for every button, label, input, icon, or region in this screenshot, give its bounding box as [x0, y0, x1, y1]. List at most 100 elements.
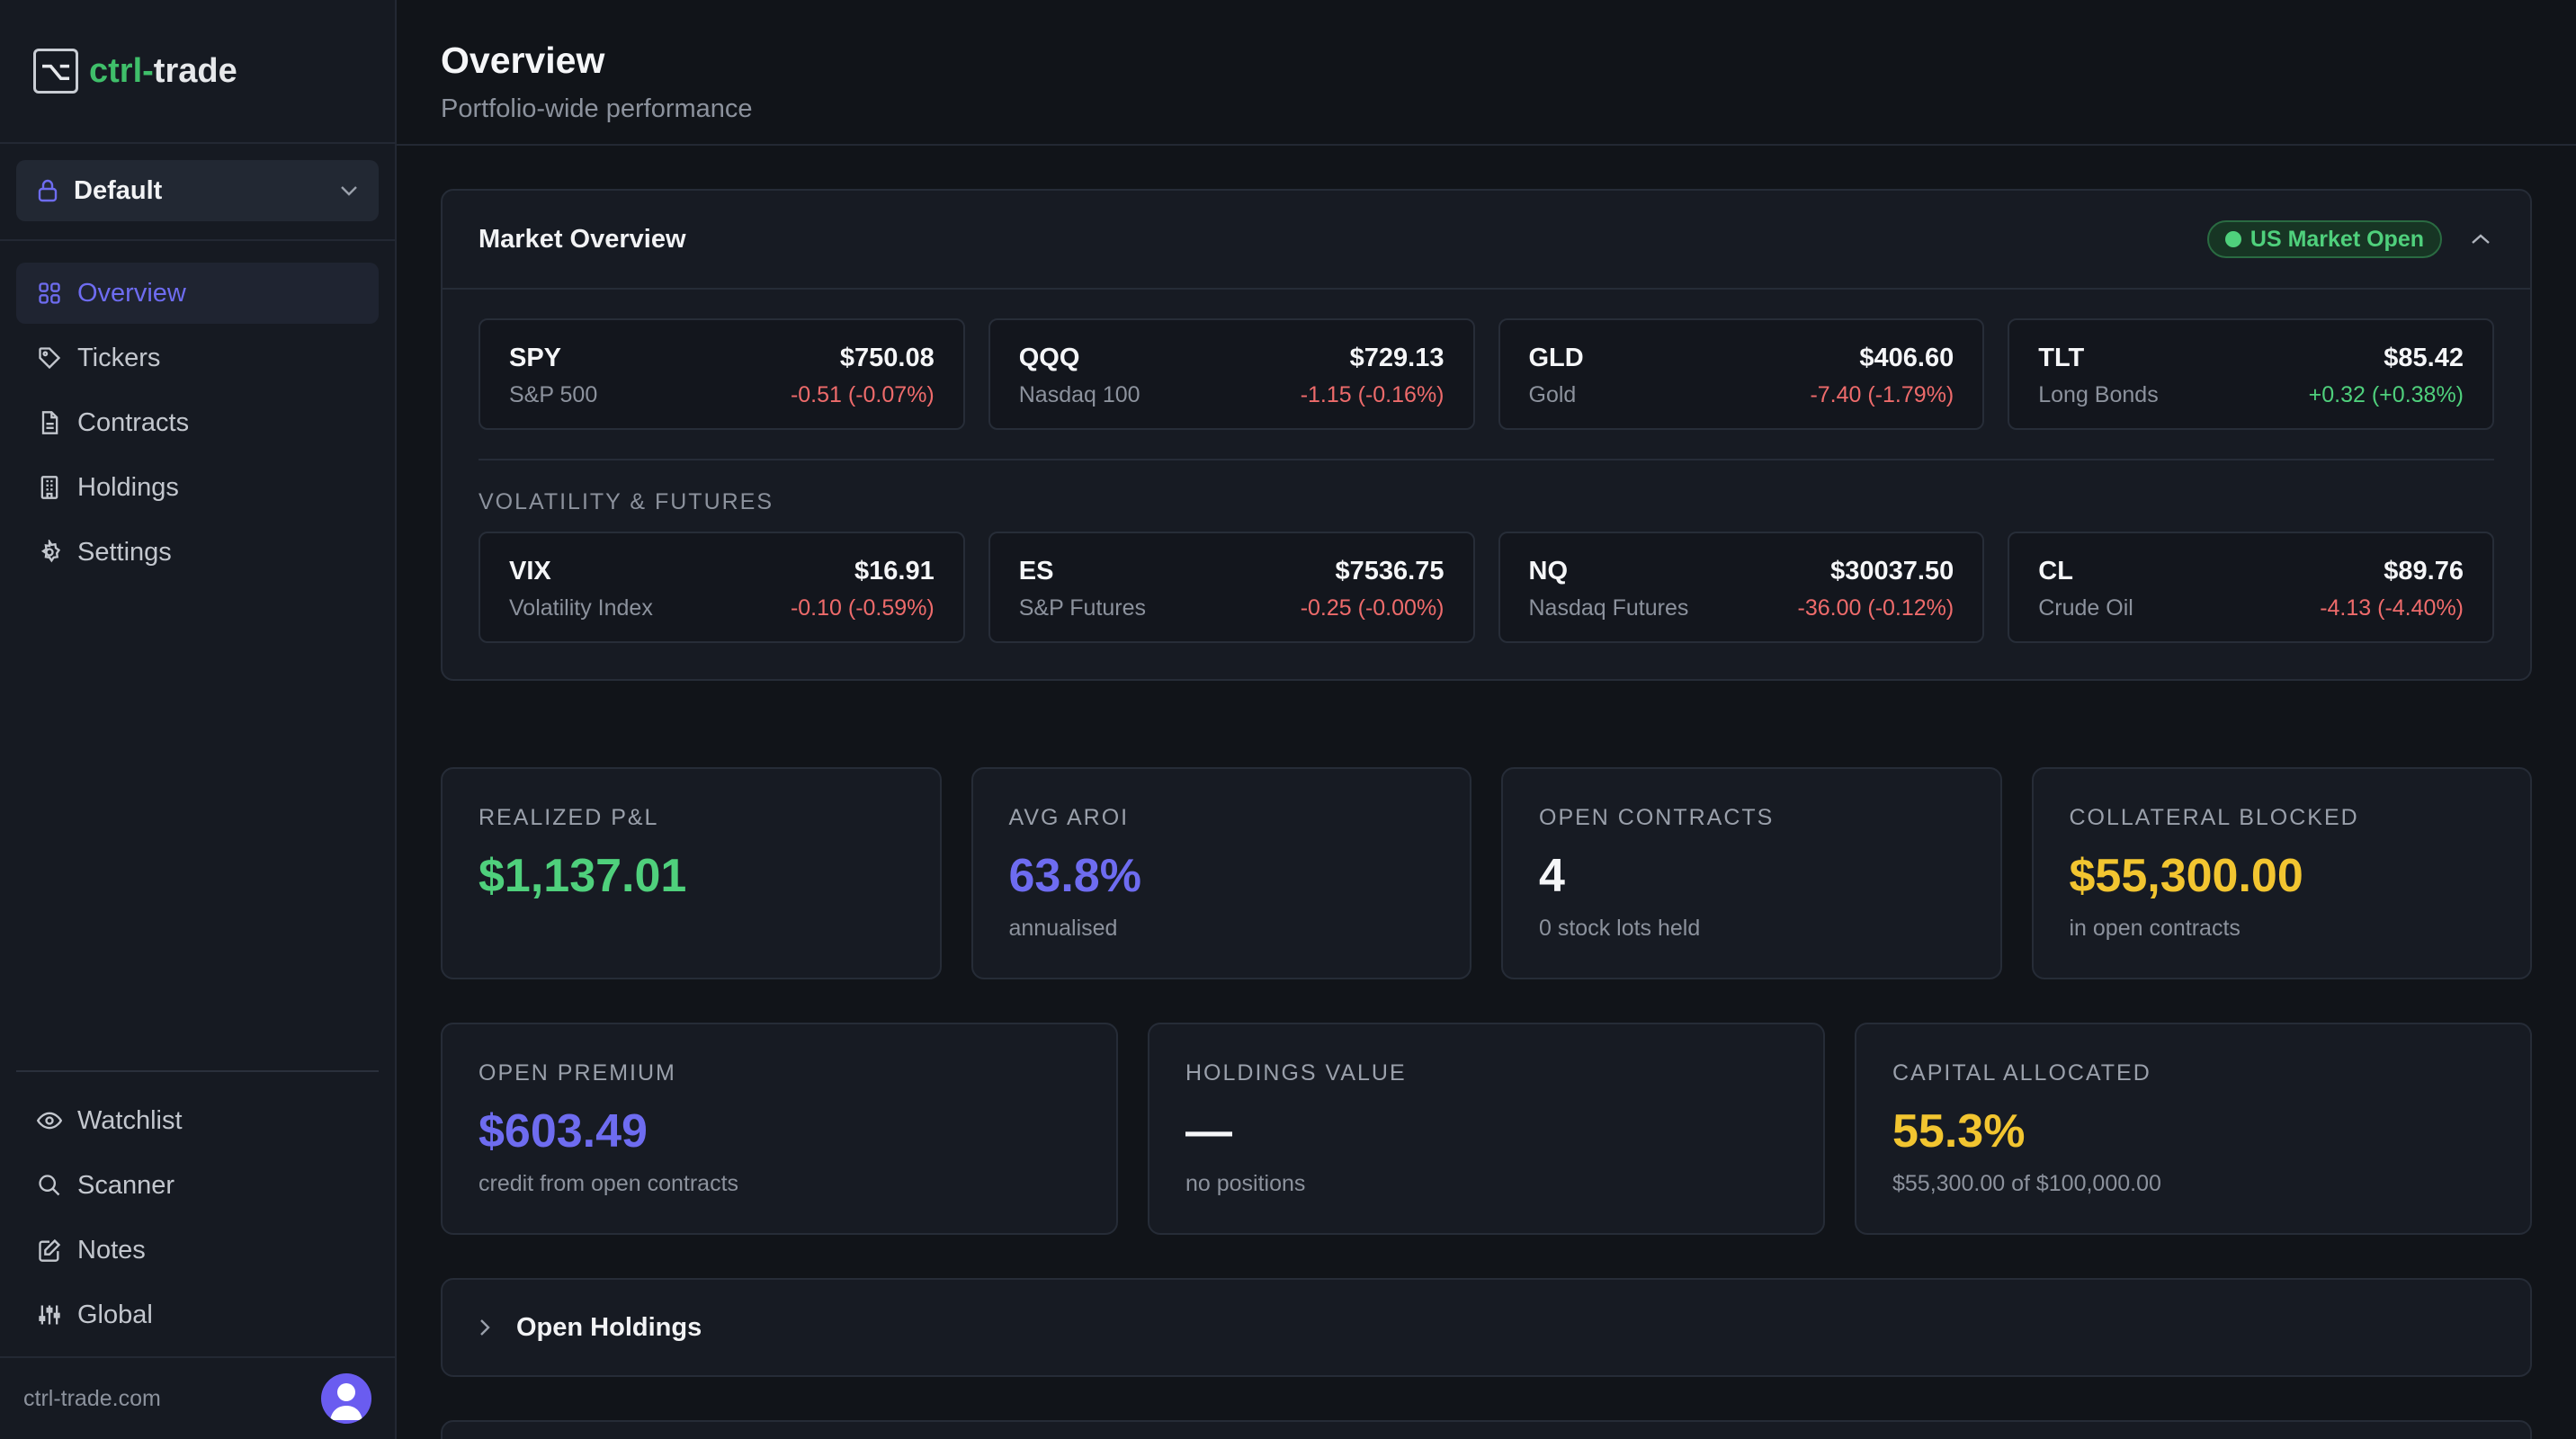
ticker-card-qqq[interactable]: QQQ Nasdaq 100 $729.13 -1.15 (-0.16%) — [988, 318, 1475, 430]
nav-label: Overview — [77, 278, 186, 308]
nav-item-notes[interactable]: Notes — [16, 1220, 379, 1281]
ticker-name: S&P Futures — [1018, 595, 1147, 621]
ticker-card-spy[interactable]: SPY S&P 500 $750.08 -0.51 (-0.07%) — [479, 318, 965, 430]
futures-grid: VIX Volatility Index $16.91 -0.10 (-0.59%)… — [479, 532, 2494, 643]
grid-icon — [36, 280, 63, 307]
ticker-symbol: SPY — [509, 344, 562, 372]
ticker-price: $406.60 — [1859, 344, 1954, 372]
stat-sub: 0 stock lots held — [1539, 916, 1701, 941]
lock-icon — [36, 179, 59, 202]
ticker-symbol: CL — [2038, 557, 2073, 585]
market-overview-header[interactable]: Market Overview US Market Open — [443, 191, 2530, 290]
stat-value: $1,137.01 — [479, 850, 687, 902]
nav-item-settings[interactable]: Settings — [16, 522, 379, 583]
indices-grid: SPY S&P 500 $750.08 -0.51 (-0.07%) QQQ Nasd… — [479, 318, 2494, 430]
ticker-price: $7536.75 — [1335, 557, 1445, 585]
market-overview-panel: Market Overview US Market Open SPY S&P 50… — [441, 189, 2532, 681]
ticker-symbol: VIX — [509, 557, 551, 585]
ticker-card-vix[interactable]: VIX Volatility Index $16.91 -0.10 (-0.59%) — [479, 532, 965, 643]
nav-item-overview[interactable]: Overview — [16, 263, 379, 324]
nav-item-watchlist[interactable]: Watchlist — [16, 1090, 379, 1151]
stat-value: $603.49 — [479, 1105, 648, 1157]
eye-icon — [36, 1107, 63, 1134]
ticker-symbol: GLD — [1528, 344, 1584, 372]
status-dot-icon — [2224, 231, 2241, 247]
ticker-name: Nasdaq 100 — [1018, 382, 1140, 407]
page-subtitle: Portfolio-wide performance — [441, 94, 753, 123]
profile-selector[interactable]: Default — [16, 160, 379, 221]
market-status-badge: US Market Open — [2206, 220, 2442, 258]
brand-name-part1: ctrl — [89, 51, 143, 90]
next-panel — [441, 1420, 2532, 1439]
stat-card-holdings-value: HOLDINGS VALUE — no positions — [1148, 1023, 1825, 1235]
ticker-change: -4.13 (-4.40%) — [2320, 595, 2464, 621]
ticker-change: -1.15 (-0.16%) — [1300, 382, 1445, 407]
nav-item-scanner[interactable]: Scanner — [16, 1155, 379, 1216]
nav-item-tickers[interactable]: Tickers — [16, 327, 379, 389]
nav-item-holdings[interactable]: Holdings — [16, 457, 379, 518]
ticker-name: Crude Oil — [2038, 595, 2133, 621]
nav-label: Notes — [77, 1235, 146, 1265]
secondary-nav-wrap: Watchlist Scanner Notes Global — [0, 1070, 395, 1356]
stat-sub: $55,300.00 of $100,000.00 — [1892, 1171, 2161, 1196]
brand[interactable]: ⌥ ctrl-trade — [0, 0, 395, 144]
ticker-price: $89.76 — [2384, 557, 2464, 585]
stat-sub: credit from open contracts — [479, 1171, 739, 1196]
edit-icon — [36, 1237, 63, 1264]
building-icon — [36, 474, 63, 501]
chevron-right-icon — [479, 1318, 500, 1337]
profile-name: Default — [74, 175, 163, 205]
ticker-symbol: QQQ — [1018, 344, 1080, 372]
nav-label: Watchlist — [77, 1105, 183, 1135]
nav-item-global[interactable]: Global — [16, 1284, 379, 1345]
ticker-price: $30037.50 — [1830, 557, 1954, 585]
stat-label: OPEN CONTRACTS — [1539, 805, 1775, 830]
open-holdings-toggle[interactable]: Open Holdings — [441, 1278, 2532, 1377]
site-link[interactable]: ctrl-trade.com — [23, 1385, 161, 1411]
stat-label: OPEN PREMIUM — [479, 1060, 676, 1086]
ticker-card-es[interactable]: ES S&P Futures $7536.75 -0.25 (-0.00%) — [988, 532, 1475, 643]
volatility-futures-label: VOLATILITY & FUTURES — [479, 489, 774, 514]
ticker-card-nq[interactable]: NQ Nasdaq Futures $30037.50 -36.00 (-0.12%… — [1498, 532, 1985, 643]
sidebar-footer: ctrl-trade.com — [0, 1356, 395, 1439]
stats-row-2: OPEN PREMIUM $603.49 credit from open co… — [441, 1023, 2532, 1235]
chevron-up-icon[interactable] — [2467, 226, 2494, 253]
ticker-card-gld[interactable]: GLD Gold $406.60 -7.40 (-1.79%) — [1498, 318, 1985, 430]
stat-card-capital-allocated: CAPITAL ALLOCATED 55.3% $55,300.00 of $1… — [1855, 1023, 2532, 1235]
stat-label: REALIZED P&L — [479, 805, 659, 830]
stat-value: 63.8% — [1008, 850, 1141, 902]
ticker-change: +0.32 (+0.38%) — [2308, 382, 2464, 407]
nav-label: Tickers — [77, 343, 161, 372]
stat-label: AVG AROI — [1008, 805, 1130, 830]
logo-icon: ⌥ — [33, 49, 78, 94]
stat-sub: no positions — [1185, 1171, 1306, 1196]
nav-item-contracts[interactable]: Contracts — [16, 392, 379, 453]
ticker-change: -36.00 (-0.12%) — [1797, 595, 1954, 621]
search-icon — [36, 1172, 63, 1199]
ticker-card-cl[interactable]: CL Crude Oil $89.76 -4.13 (-4.40%) — [2008, 532, 2494, 643]
ticker-card-tlt[interactable]: TLT Long Bonds $85.42 +0.32 (+0.38%) — [2008, 318, 2494, 430]
nav-label: Holdings — [77, 472, 179, 502]
nav-label: Scanner — [77, 1170, 175, 1200]
gear-icon — [36, 539, 63, 566]
ticker-price: $16.91 — [854, 557, 935, 585]
open-holdings-label: Open Holdings — [516, 1312, 702, 1342]
ticker-change: -0.25 (-0.00%) — [1300, 595, 1445, 621]
stat-sub: annualised — [1008, 916, 1118, 941]
stat-card-open-premium: OPEN PREMIUM $603.49 credit from open co… — [441, 1023, 1118, 1235]
chevron-down-icon — [339, 179, 359, 202]
content: Market Overview US Market Open SPY S&P 50… — [397, 146, 2576, 1439]
ticker-symbol: TLT — [2038, 344, 2085, 372]
ticker-change: -0.51 (-0.07%) — [790, 382, 935, 407]
ticker-name: Gold — [1528, 382, 1577, 407]
stat-card-realized-pnl: REALIZED P&L $1,137.01 — [441, 767, 942, 979]
ticker-name: S&P 500 — [509, 382, 598, 407]
profile-wrap: Default — [0, 144, 395, 241]
stat-value: $55,300.00 — [2069, 850, 2303, 902]
ticker-name: Long Bonds — [2038, 382, 2159, 407]
stat-value: — — [1185, 1105, 1232, 1157]
ticker-name: Volatility Index — [509, 595, 653, 621]
ticker-price: $729.13 — [1349, 344, 1445, 372]
avatar[interactable] — [321, 1373, 371, 1424]
